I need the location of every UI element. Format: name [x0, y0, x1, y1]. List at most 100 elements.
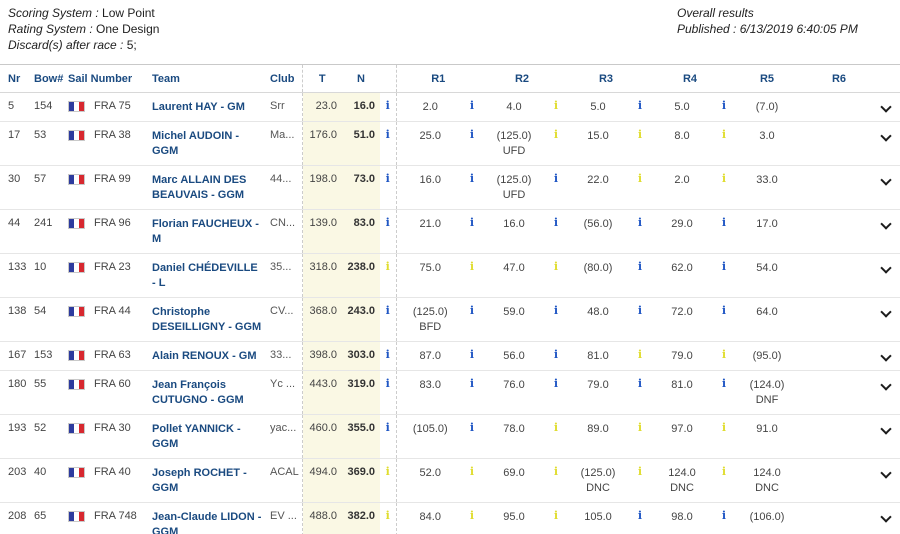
info-icon[interactable]: i: [469, 377, 475, 390]
info-icon[interactable]: i: [469, 304, 475, 317]
info-icon[interactable]: i: [469, 128, 475, 141]
info-icon[interactable]: i: [469, 421, 475, 434]
info-icon[interactable]: i: [469, 260, 475, 273]
info-icon[interactable]: i: [469, 216, 475, 229]
info-icon[interactable]: i: [721, 509, 727, 522]
chevron-down-icon[interactable]: [880, 423, 892, 435]
info-icon[interactable]: i: [721, 128, 727, 141]
chevron-down-icon[interactable]: [880, 511, 892, 523]
chevron-down-icon[interactable]: [880, 174, 892, 186]
info-icon[interactable]: i: [553, 99, 559, 112]
col-header-expand: [876, 65, 900, 93]
publish-info: Overall results Published : 6/13/2019 6:…: [677, 5, 882, 53]
expand-cell: [876, 254, 900, 298]
rank-cell: 193: [8, 422, 27, 434]
info-icon[interactable]: i: [553, 216, 559, 229]
info-icon[interactable]: i: [721, 348, 727, 361]
info-icon[interactable]: i: [553, 377, 559, 390]
info-icon[interactable]: i: [385, 421, 390, 434]
info-icon[interactable]: i: [553, 172, 559, 185]
info-icon[interactable]: i: [721, 465, 727, 478]
chevron-down-icon[interactable]: [880, 262, 892, 274]
info-icon[interactable]: i: [637, 509, 643, 522]
info-icon[interactable]: i: [385, 509, 390, 522]
race4-score-cell: 5.0: [674, 101, 690, 113]
info-icon[interactable]: i: [553, 348, 559, 361]
info-icon[interactable]: i: [637, 304, 643, 317]
info-icon[interactable]: i: [385, 128, 390, 141]
info-icon[interactable]: i: [721, 172, 727, 185]
sail-number-cell: FRA 38: [94, 129, 131, 141]
info-icon[interactable]: i: [637, 99, 643, 112]
info-icon[interactable]: i: [637, 172, 643, 185]
info-icon[interactable]: i: [385, 304, 390, 317]
info-icon[interactable]: i: [721, 304, 727, 317]
chevron-down-icon[interactable]: [880, 467, 892, 479]
info-icon[interactable]: i: [385, 377, 390, 390]
race1-info-cell: i: [464, 122, 480, 166]
info-icon[interactable]: i: [553, 260, 559, 273]
rank-cell: 203: [8, 466, 27, 478]
info-icon[interactable]: i: [553, 128, 559, 141]
sail-number-cell: FRA 60: [94, 378, 131, 390]
info-icon[interactable]: i: [469, 509, 475, 522]
info-icon[interactable]: i: [469, 172, 475, 185]
expand-cell: [876, 122, 900, 166]
race2-score-cell: 59.0: [503, 306, 525, 318]
info-icon[interactable]: i: [385, 172, 390, 185]
net-points-cell: 382.0: [342, 502, 380, 534]
race5-score-cell: (95.0): [752, 350, 782, 362]
chevron-down-icon[interactable]: [880, 379, 892, 391]
info-icon[interactable]: i: [469, 465, 475, 478]
flag-cell: [66, 166, 92, 210]
total-points-cell: 443.0: [301, 370, 342, 415]
published-label: Published :: [677, 22, 737, 36]
race1-score-cell: 83.0: [395, 370, 464, 415]
chevron-down-icon[interactable]: [880, 218, 892, 230]
club-cell: 44...: [270, 173, 292, 185]
expand-cell: [876, 503, 900, 534]
chevron-down-icon[interactable]: [880, 306, 892, 318]
col-header-r4: R4: [682, 73, 698, 85]
info-icon[interactable]: i: [637, 128, 643, 141]
race3-score-cell: (125.0) DNC: [580, 467, 616, 494]
expand-cell: [876, 415, 900, 459]
info-icon[interactable]: i: [385, 216, 390, 229]
info-icon[interactable]: i: [637, 348, 643, 361]
race2-score-cell: 69.0: [503, 467, 525, 479]
info-icon[interactable]: i: [721, 377, 727, 390]
info-icon[interactable]: i: [637, 377, 643, 390]
info-icon[interactable]: i: [637, 216, 643, 229]
info-icon[interactable]: i: [385, 348, 390, 361]
info-icon[interactable]: i: [553, 304, 559, 317]
info-icon[interactable]: i: [385, 465, 390, 478]
info-icon[interactable]: i: [721, 216, 727, 229]
info-icon[interactable]: i: [637, 465, 643, 478]
scoring-system-label: Scoring System :: [8, 6, 99, 20]
total-points-cell: 494.0: [301, 458, 342, 503]
info-icon[interactable]: i: [721, 260, 727, 273]
race4-score-cell: 98.0: [671, 511, 693, 523]
info-icon[interactable]: i: [385, 260, 390, 273]
race4-info-cell: i: [716, 503, 732, 534]
info-icon[interactable]: i: [721, 99, 727, 112]
info-icon[interactable]: i: [637, 260, 643, 273]
chevron-down-icon[interactable]: [880, 101, 892, 113]
france-flag-icon: [68, 101, 85, 112]
col-header-r1: R1: [395, 64, 480, 93]
chevron-down-icon[interactable]: [880, 350, 892, 362]
race2-info-cell: i: [548, 371, 564, 415]
info-icon[interactable]: i: [721, 421, 727, 434]
france-flag-icon: [68, 379, 85, 390]
scoring-system-value: Low Point: [102, 6, 155, 20]
info-icon[interactable]: i: [637, 421, 643, 434]
chevron-down-icon[interactable]: [880, 130, 892, 142]
info-icon[interactable]: i: [469, 348, 475, 361]
info-icon[interactable]: i: [385, 99, 390, 112]
info-icon[interactable]: i: [553, 465, 559, 478]
info-icon[interactable]: i: [469, 99, 475, 112]
info-icon[interactable]: i: [553, 509, 559, 522]
race6-score-cell: [802, 166, 876, 210]
france-flag-icon: [68, 262, 85, 273]
info-icon[interactable]: i: [553, 421, 559, 434]
